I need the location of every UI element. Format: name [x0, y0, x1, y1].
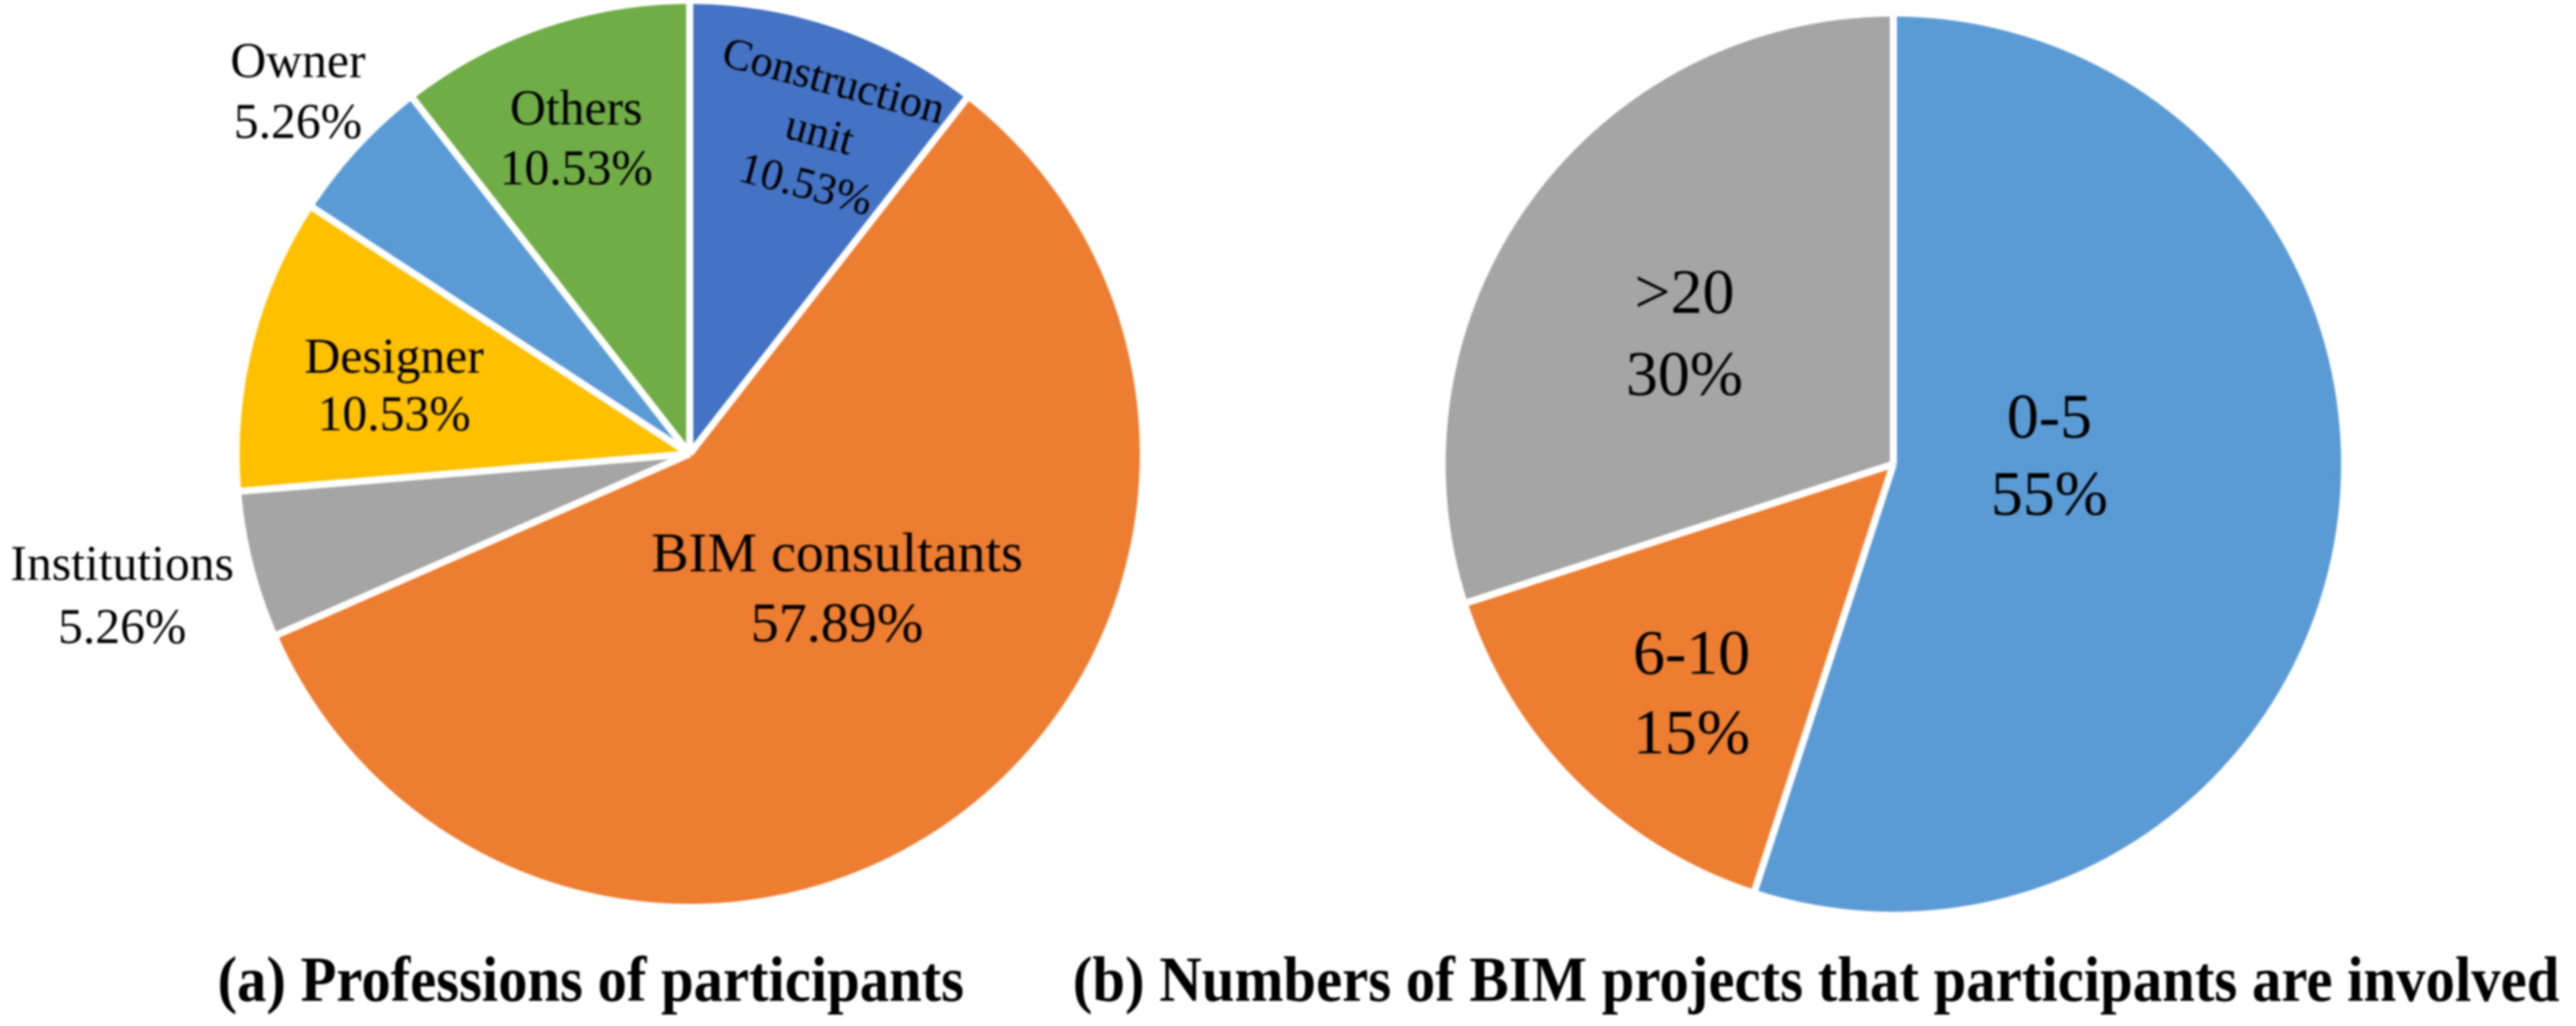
- svg-text:57.89%: 57.89%: [751, 593, 924, 654]
- svg-text:6-10: 6-10: [1633, 617, 1750, 688]
- svg-text:0-5: 0-5: [2007, 381, 2092, 452]
- svg-text:15%: 15%: [1633, 697, 1750, 768]
- svg-text:10.53%: 10.53%: [500, 140, 653, 195]
- svg-text:10.53%: 10.53%: [318, 386, 471, 441]
- svg-text:(b) Numbers of BIM projects th: (b) Numbers of BIM projects that partici…: [1073, 943, 2559, 1015]
- svg-text:55%: 55%: [1991, 458, 2108, 529]
- svg-text:>20: >20: [1635, 256, 1735, 327]
- svg-text:Designer: Designer: [304, 329, 483, 384]
- svg-text:Others: Others: [510, 80, 642, 136]
- svg-text:Institutions: Institutions: [10, 536, 234, 591]
- svg-text:(a) Professions of participant: (a) Professions of participants: [218, 943, 964, 1015]
- svg-text:BIM consultants: BIM consultants: [651, 522, 1022, 584]
- svg-text:5.26%: 5.26%: [234, 94, 363, 149]
- svg-text:Owner: Owner: [230, 33, 365, 88]
- svg-text:30%: 30%: [1626, 338, 1743, 409]
- svg-text:5.26%: 5.26%: [58, 599, 187, 654]
